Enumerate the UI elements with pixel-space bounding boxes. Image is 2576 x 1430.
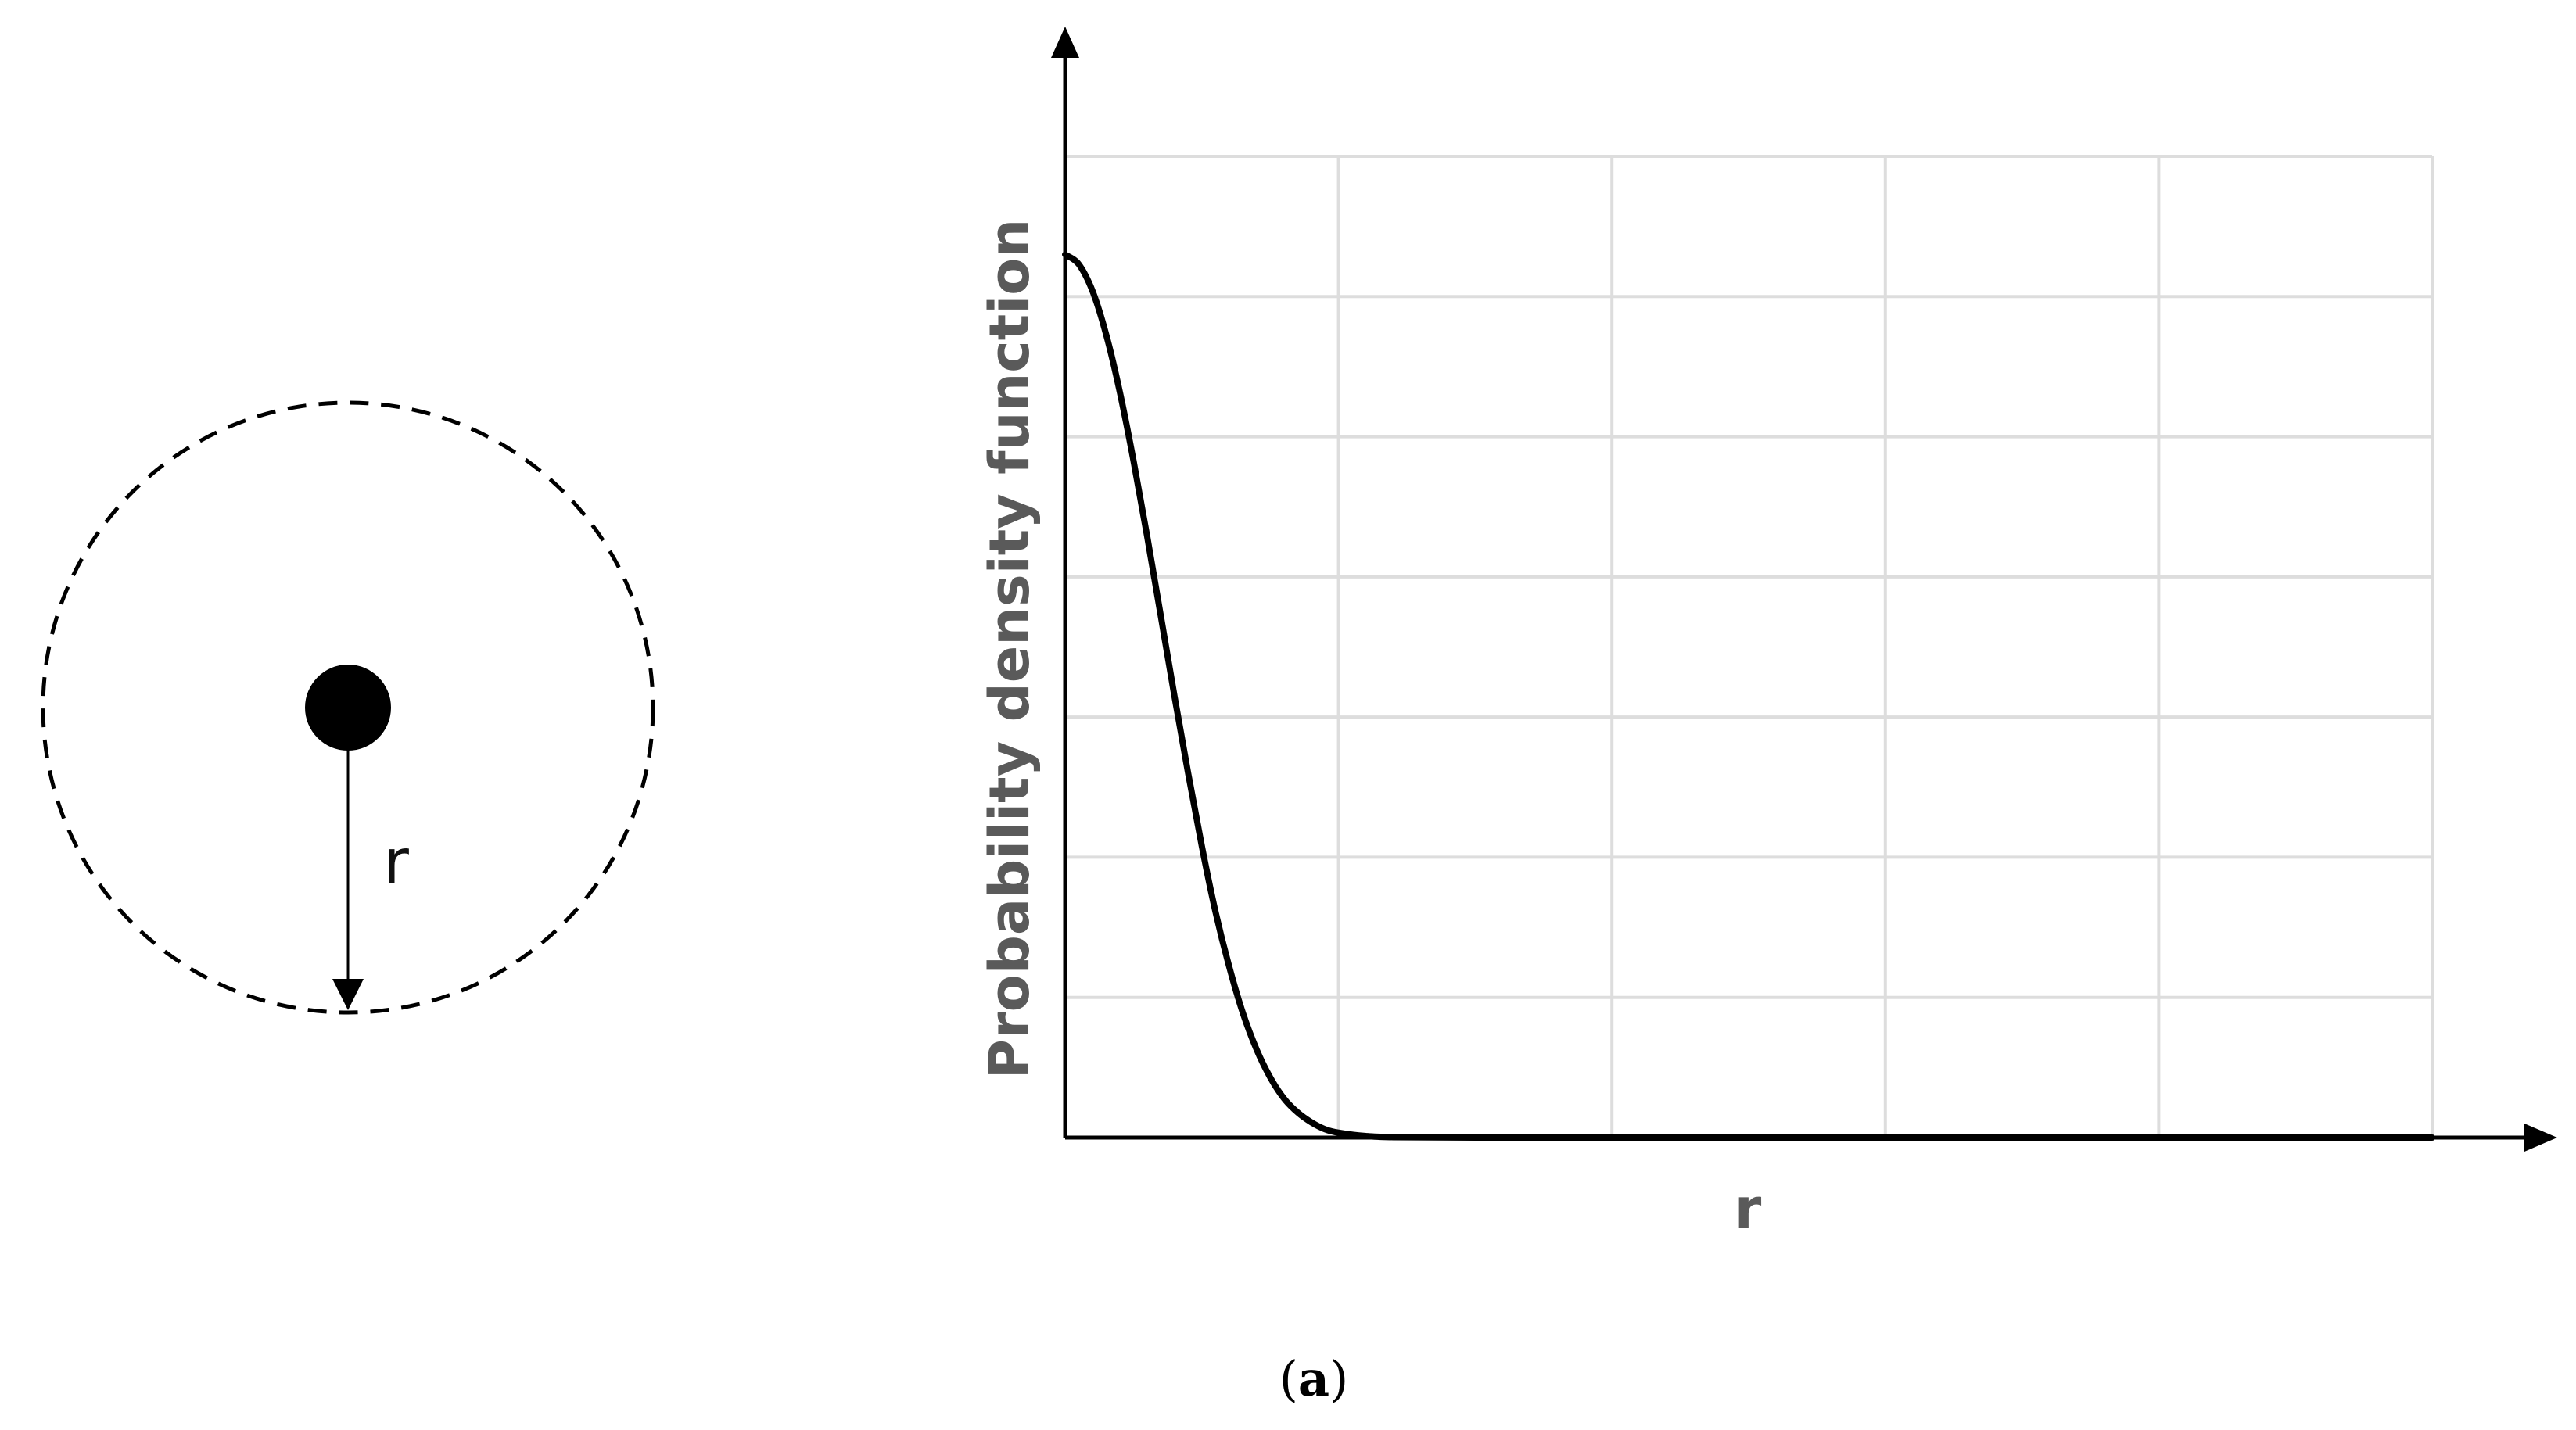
y-axis-title: Probability density function xyxy=(978,219,1042,1079)
caption-letter: a xyxy=(1298,1350,1329,1407)
particle-diagram: r xyxy=(41,400,655,1015)
pdf-curve xyxy=(1062,251,2435,1141)
chart-grid xyxy=(1065,155,2434,1138)
caption-open: ( xyxy=(1279,1350,1298,1407)
radius-arrowhead xyxy=(332,979,364,1010)
pdf-chart: r Probability density function xyxy=(978,27,2557,1241)
caption-close: ) xyxy=(1329,1350,1348,1407)
x-axis-arrowhead xyxy=(2524,1124,2557,1152)
figure-caption: (a) xyxy=(1279,1350,1349,1407)
dashed-boundary-circle xyxy=(41,400,655,1015)
x-axis-title: r xyxy=(1735,1177,1762,1241)
radius-label: r xyxy=(383,826,409,898)
y-axis-arrowhead xyxy=(1051,27,1079,58)
